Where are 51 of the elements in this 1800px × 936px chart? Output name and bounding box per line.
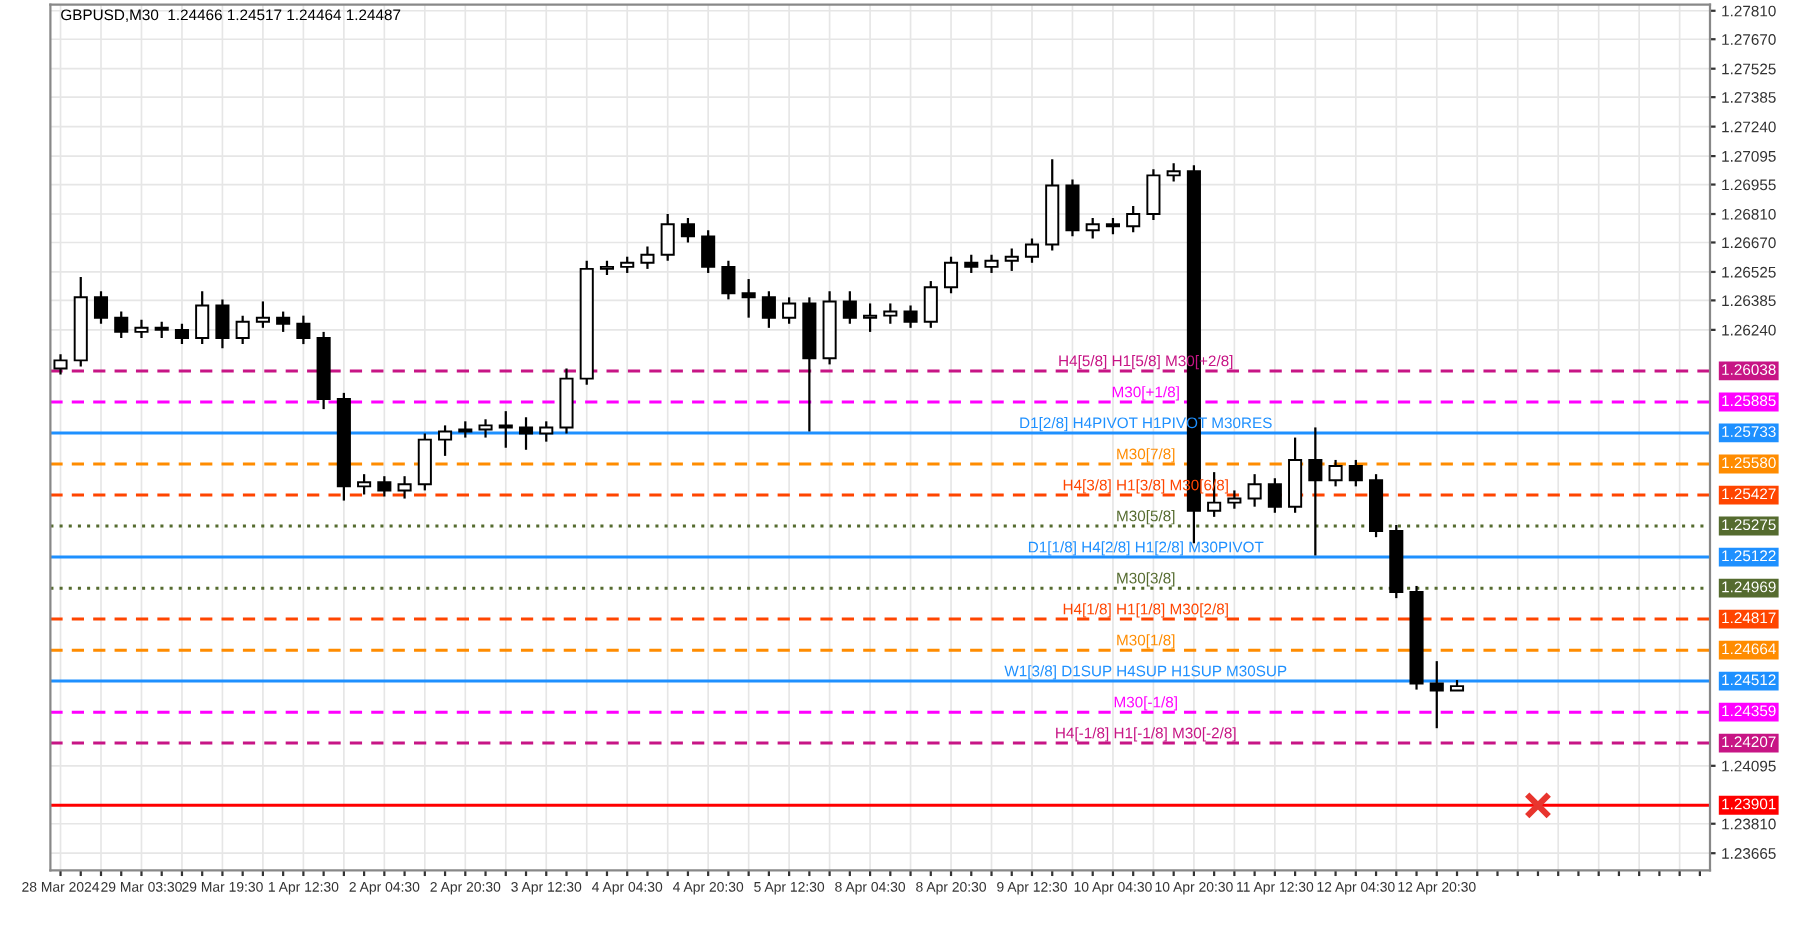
candlestick: [883, 302, 898, 325]
candlestick: [721, 259, 736, 301]
candlestick: [478, 418, 493, 439]
candlestick: [276, 310, 291, 334]
candlestick: [1267, 477, 1282, 514]
candlestick: [1308, 426, 1323, 557]
candlestick: [701, 229, 716, 275]
candlestick: [1429, 660, 1444, 730]
candlestick: [255, 300, 270, 329]
candlestick: [761, 290, 776, 329]
candlestick: [1288, 436, 1303, 514]
candlestick: [215, 298, 230, 350]
candlestick: [943, 255, 959, 295]
candlestick: [680, 216, 695, 244]
candlestick: [518, 416, 534, 451]
candlestick: [195, 290, 210, 346]
candlestick: [964, 253, 979, 275]
candlestick: [397, 475, 412, 500]
candlestick: [114, 310, 129, 340]
candlestick: [417, 432, 432, 492]
candlestick: [53, 353, 68, 376]
candlestick: [357, 473, 372, 496]
candlestick: [1227, 489, 1242, 510]
candlestick: [984, 253, 999, 275]
candlestick: [1328, 458, 1343, 488]
candlestick: [539, 420, 554, 443]
candlestick: [134, 318, 149, 340]
candlestick: [1126, 204, 1141, 234]
candlestick: [1247, 473, 1262, 508]
candlestick: [1085, 216, 1100, 240]
candlestick: [498, 410, 513, 449]
candlestick: [1348, 458, 1363, 488]
candlestick: [903, 304, 918, 329]
candlestick: [1004, 247, 1019, 273]
candlestick: [640, 245, 655, 270]
candlestick: [1065, 178, 1080, 238]
candlestick: [660, 212, 675, 262]
candlestick: [782, 296, 797, 325]
candlestick: [93, 290, 109, 325]
candlestick: [863, 302, 878, 334]
candlestick: [235, 314, 250, 346]
candlestick: [1146, 168, 1161, 222]
candlestick: [174, 322, 189, 346]
candlestick: [438, 424, 453, 457]
candlestick: [377, 475, 392, 498]
candlestick: [1024, 237, 1040, 264]
candlestick: [741, 277, 756, 319]
candlestick: [923, 279, 938, 329]
candlestick: [1166, 162, 1181, 183]
candlestick: [842, 290, 857, 325]
candlestick: [296, 314, 311, 346]
